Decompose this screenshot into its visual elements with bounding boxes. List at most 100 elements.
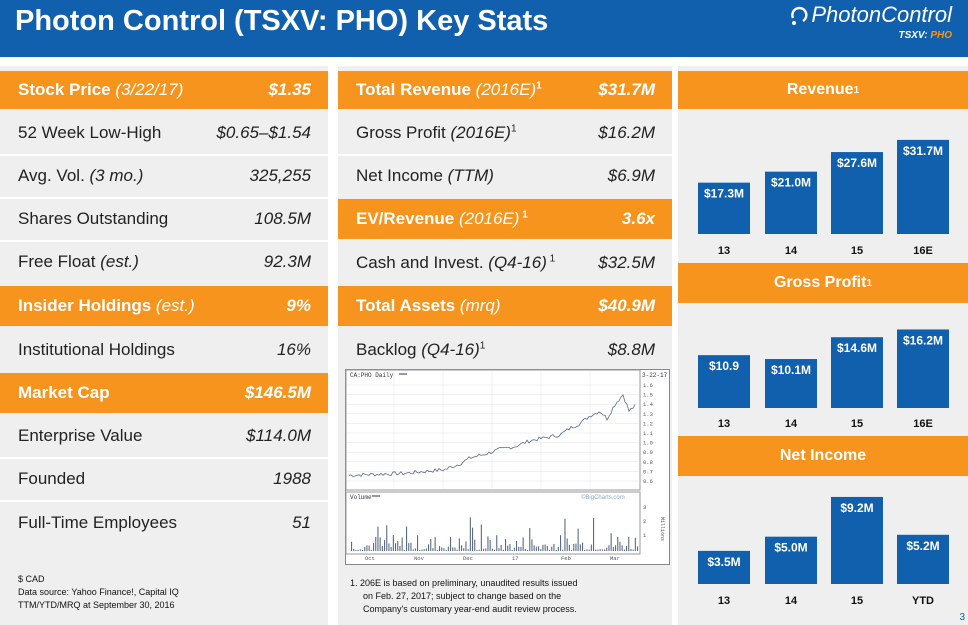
category-label: 15 bbox=[851, 418, 863, 429]
gross-profit-chart: $10.9 13 $10.1M 14 $14.6M 15 $16.2M 16E bbox=[678, 311, 968, 429]
volume-bar bbox=[553, 543, 555, 551]
volume-bar bbox=[414, 548, 416, 551]
month-label: Dec bbox=[463, 555, 473, 562]
volume-bar bbox=[513, 547, 515, 551]
volume-bar bbox=[441, 547, 443, 551]
bar-value-label: $31.7M bbox=[903, 144, 943, 158]
volume-bar bbox=[590, 544, 592, 551]
stat-row-ev-revenue: EV/Revenue (2016E) 1 3.6x bbox=[338, 199, 672, 239]
volume-bar bbox=[366, 545, 368, 551]
stat-label: Enterprise Value bbox=[18, 426, 143, 445]
volume-bar bbox=[436, 549, 438, 551]
volume-bar bbox=[619, 541, 621, 551]
volume-bar bbox=[621, 545, 623, 551]
volume-bar bbox=[480, 524, 482, 551]
volume-bar bbox=[355, 549, 357, 551]
month-label: 17 bbox=[512, 555, 519, 562]
revenue-chart-title: Revenue 1 bbox=[678, 71, 968, 109]
volume-bar bbox=[469, 517, 471, 551]
volume-bar bbox=[610, 533, 612, 551]
stat-row-insider-holdings: Insider Holdings (est.) 9% bbox=[0, 286, 328, 326]
price-line bbox=[348, 394, 636, 478]
stat-value: 1988 bbox=[273, 469, 311, 488]
volume-bar bbox=[390, 546, 392, 551]
volume-bar bbox=[560, 535, 562, 551]
volume-bar bbox=[577, 528, 579, 551]
volume-bar bbox=[373, 543, 375, 551]
logo-text: PhotonControl bbox=[811, 2, 952, 27]
volume-bar bbox=[527, 550, 529, 551]
stat-row-shares-outstanding: Shares Outstanding 108.5M bbox=[0, 199, 328, 239]
volume-bar bbox=[626, 546, 628, 551]
net-income-chart: $3.5M 13 $5.0M 14 $9.2M 15 $5.2M YTD bbox=[678, 484, 968, 606]
price-tick: 1.0 bbox=[643, 440, 653, 447]
volume-bar bbox=[362, 550, 364, 551]
volume-bar bbox=[377, 526, 379, 551]
stat-row-stock-price: Stock Price (3/22/17) $1.35 bbox=[0, 71, 328, 109]
volume-bar bbox=[454, 547, 456, 551]
volume-bar bbox=[447, 546, 449, 551]
volume-bar bbox=[450, 537, 452, 551]
stat-label: 52 Week Low-High bbox=[18, 123, 162, 142]
volume-bar bbox=[551, 546, 553, 551]
stat-label: Stock Price (3/22/17) bbox=[18, 80, 184, 99]
volume-bar bbox=[445, 549, 447, 551]
stat-row-total-revenue: Total Revenue (2016E)1 $31.7M bbox=[338, 71, 672, 109]
price-tick: 0.6 bbox=[643, 478, 653, 485]
volume-bar bbox=[375, 536, 377, 551]
volume-bar bbox=[458, 538, 460, 551]
volume-bar bbox=[452, 547, 454, 551]
volume-bar bbox=[535, 546, 537, 551]
volume-bar bbox=[478, 549, 480, 551]
stat-row-cash-invest: Cash and Invest. (Q4-16) 1 $32.5M bbox=[338, 243, 672, 283]
volume-bar bbox=[630, 548, 632, 551]
bar-16E bbox=[897, 139, 949, 234]
volume-bar bbox=[357, 549, 359, 551]
volume-bar bbox=[524, 549, 526, 551]
volume-bar bbox=[531, 539, 533, 551]
volume-bar bbox=[502, 549, 504, 551]
logo-ticker-prefix: TSXV: bbox=[898, 30, 931, 41]
volume-bar bbox=[483, 548, 485, 551]
stat-value: 92.3M bbox=[263, 252, 311, 271]
volume-bar bbox=[472, 527, 474, 551]
volume-bar bbox=[379, 537, 381, 551]
volume-bar bbox=[476, 549, 478, 551]
category-label: YTD bbox=[912, 595, 934, 606]
price-tick: 0.7 bbox=[643, 468, 653, 475]
month-label: Feb bbox=[561, 555, 571, 562]
stat-label: Backlog (Q4-16)1 bbox=[356, 340, 486, 359]
price-tick: 0.8 bbox=[643, 459, 653, 466]
bar-value-label: $9.2M bbox=[840, 501, 873, 515]
volume-bar bbox=[487, 536, 489, 551]
stat-value: $1.35 bbox=[268, 80, 311, 99]
volume-bar bbox=[540, 549, 542, 551]
category-label: 13 bbox=[718, 245, 730, 256]
bar-value-label: $21.0M bbox=[771, 176, 811, 190]
revenue-chart: $17.3M 13 $21.0M 14 $27.6M 15 $31.7M 16E bbox=[678, 120, 968, 256]
price-tick: 1.2 bbox=[643, 420, 653, 427]
volume-bar bbox=[509, 544, 511, 551]
photon-logo-icon bbox=[791, 6, 808, 25]
volume-bar bbox=[632, 549, 634, 551]
stat-value: $114.0M bbox=[246, 426, 311, 445]
price-label: CA:PHO Daily bbox=[350, 372, 394, 379]
volume-bar bbox=[542, 544, 544, 551]
stat-label: Full-Time Employees bbox=[18, 513, 178, 532]
volume-bar bbox=[575, 543, 577, 551]
month-label: Oct bbox=[365, 555, 375, 562]
volume-bar bbox=[566, 538, 568, 551]
volume-bar bbox=[606, 547, 608, 551]
gross-profit-chart-title: Gross Profit 1 bbox=[678, 263, 968, 303]
stat-row-founded: Founded 1988 bbox=[0, 459, 328, 499]
month-label: Mar bbox=[610, 555, 620, 562]
volume-tick: 2 bbox=[643, 518, 646, 525]
mid-footnote: 1. 206E is based on preliminary, unaudit… bbox=[350, 578, 578, 614]
stat-label: Institutional Holdings bbox=[18, 340, 175, 359]
bar-14 bbox=[765, 171, 817, 234]
price-tick: 1.3 bbox=[643, 411, 653, 418]
volume-bar bbox=[623, 549, 625, 551]
price-tick: 1.4 bbox=[643, 401, 654, 408]
volume-bar bbox=[522, 537, 524, 551]
bar-14 bbox=[765, 536, 817, 584]
